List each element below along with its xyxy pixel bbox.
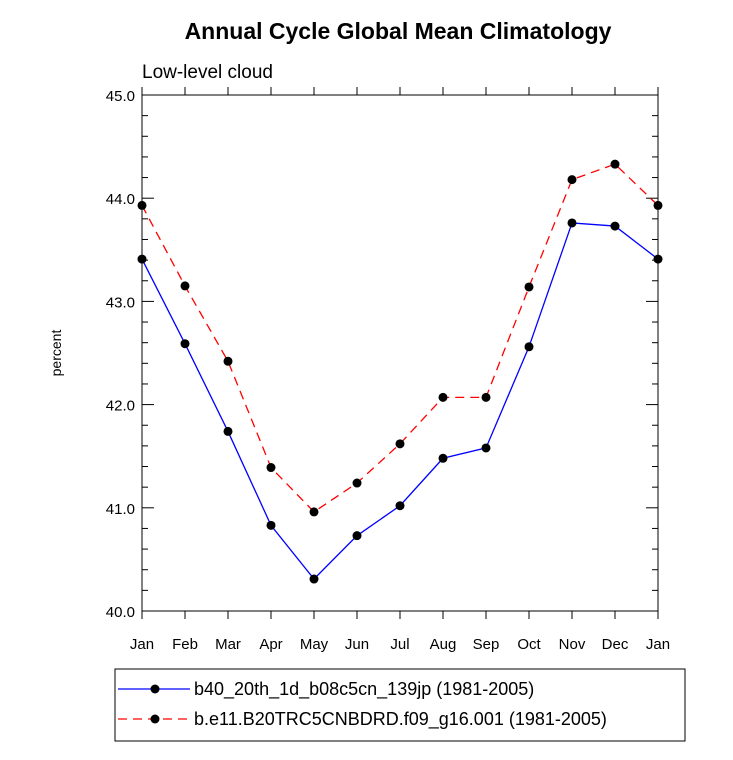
data-point — [567, 218, 577, 228]
y-axis-label: percent — [48, 330, 64, 377]
x-tick-label: Jan — [646, 636, 670, 653]
data-point — [481, 443, 491, 453]
data-point — [352, 531, 362, 541]
data-series — [137, 159, 663, 584]
data-point — [266, 463, 276, 473]
legend-label: b40_20th_1d_b08c5cn_139jp (1981-2005) — [194, 679, 534, 700]
legend-item: b.e11.B20TRC5CNBDRD.f09_g16.001 (1981-20… — [118, 709, 607, 730]
data-point — [610, 159, 620, 169]
data-point — [567, 175, 577, 185]
plot-frame — [141, 94, 659, 612]
data-point — [180, 339, 190, 349]
x-tick-label: Oct — [517, 636, 541, 653]
y-tick-label: 40.0 — [106, 604, 135, 621]
x-tick-label: Aug — [430, 636, 457, 653]
x-tick-label: Jul — [390, 636, 409, 653]
data-point — [524, 282, 534, 292]
legend-item: b40_20th_1d_b08c5cn_139jp (1981-2005) — [118, 679, 534, 700]
x-tick-label: Nov — [559, 636, 586, 653]
data-point — [309, 574, 319, 584]
data-point — [266, 520, 276, 530]
legend: b40_20th_1d_b08c5cn_139jp (1981-2005) b.e… — [114, 668, 686, 742]
legend-box — [114, 668, 686, 742]
legend-marker — [150, 684, 160, 694]
data-point — [223, 426, 233, 436]
x-tick-label: Mar — [215, 636, 241, 653]
series-1 — [137, 218, 663, 584]
data-point — [352, 478, 362, 488]
x-tick-label: Jun — [345, 636, 369, 653]
x-tick-label: Sep — [473, 636, 500, 653]
y-tick-label: 43.0 — [106, 294, 135, 311]
axis-ticks: 40.0 41.0 42.0 43.0 44.0 45.0 Jan Feb Mar Apr May J… — [106, 87, 670, 653]
data-point — [395, 501, 405, 511]
series-line — [141, 222, 659, 580]
y-tick-label: 44.0 — [106, 191, 135, 208]
data-point — [481, 392, 491, 402]
data-point — [610, 221, 620, 231]
y-tick-label: 41.0 — [106, 501, 135, 518]
legend-label: b.e11.B20TRC5CNBDRD.f09_g16.001 (1981-20… — [194, 709, 607, 730]
data-point — [524, 342, 534, 352]
series-line — [141, 163, 659, 513]
x-tick-label: Feb — [172, 636, 198, 653]
data-point — [180, 281, 190, 291]
x-tick-label: Jan — [130, 636, 154, 653]
data-point — [438, 453, 448, 463]
chart-title: Annual Cycle Global Mean Climatology — [185, 18, 612, 44]
data-point — [223, 356, 233, 366]
series-2 — [137, 159, 663, 517]
data-point — [309, 507, 319, 517]
x-tick-label: Dec — [602, 636, 629, 653]
data-point — [395, 439, 405, 449]
chart-subtitle: Low-level cloud — [142, 62, 273, 83]
data-point — [438, 392, 448, 402]
y-tick-label: 42.0 — [106, 398, 135, 415]
y-tick-label: 45.0 — [106, 88, 135, 105]
x-tick-label: May — [300, 636, 329, 653]
legend-marker — [150, 714, 160, 724]
x-tick-label: Apr — [259, 636, 282, 653]
